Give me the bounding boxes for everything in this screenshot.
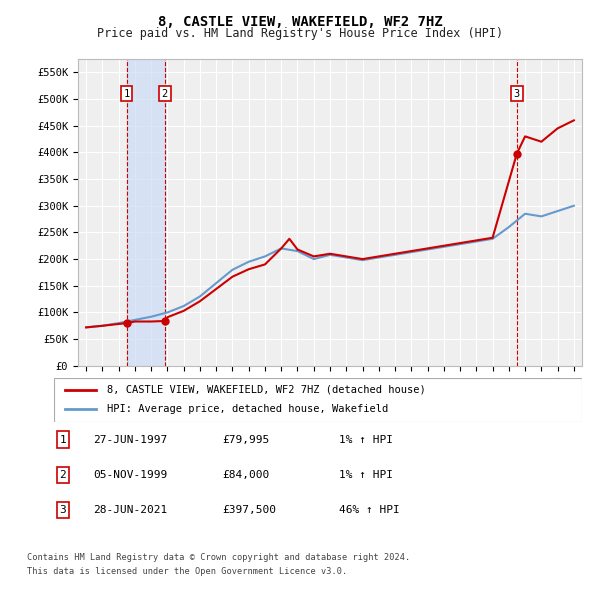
Text: 2: 2 [161,88,168,99]
Text: Price paid vs. HM Land Registry's House Price Index (HPI): Price paid vs. HM Land Registry's House … [97,27,503,40]
Text: HPI: Average price, detached house, Wakefield: HPI: Average price, detached house, Wake… [107,405,388,414]
Text: 3: 3 [59,506,67,515]
Text: 1: 1 [124,88,130,99]
Text: 27-JUN-1997: 27-JUN-1997 [93,435,167,444]
Text: 05-NOV-1999: 05-NOV-1999 [93,470,167,480]
FancyBboxPatch shape [54,378,582,422]
Text: £79,995: £79,995 [222,435,269,444]
Text: 1: 1 [59,435,67,444]
Text: 8, CASTLE VIEW, WAKEFIELD, WF2 7HZ (detached house): 8, CASTLE VIEW, WAKEFIELD, WF2 7HZ (deta… [107,385,425,395]
Bar [127,59,165,366]
Text: 28-JUN-2021: 28-JUN-2021 [93,506,167,515]
Text: 3: 3 [514,88,520,99]
Text: 46% ↑ HPI: 46% ↑ HPI [339,506,400,515]
Text: Contains HM Land Registry data © Crown copyright and database right 2024.: Contains HM Land Registry data © Crown c… [27,553,410,562]
Text: 8, CASTLE VIEW, WAKEFIELD, WF2 7HZ: 8, CASTLE VIEW, WAKEFIELD, WF2 7HZ [158,15,442,29]
Text: 1% ↑ HPI: 1% ↑ HPI [339,470,393,480]
Text: £397,500: £397,500 [222,506,276,515]
Text: This data is licensed under the Open Government Licence v3.0.: This data is licensed under the Open Gov… [27,566,347,576]
Text: 1% ↑ HPI: 1% ↑ HPI [339,435,393,444]
Text: 2: 2 [59,470,67,480]
Text: £84,000: £84,000 [222,470,269,480]
